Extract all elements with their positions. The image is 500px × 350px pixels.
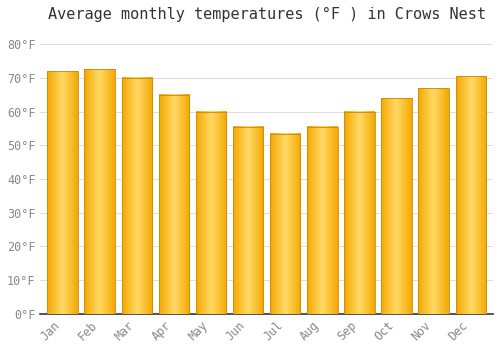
Bar — [84, 69, 115, 314]
Bar — [196, 112, 226, 314]
Title: Average monthly temperatures (°F ) in Crows Nest: Average monthly temperatures (°F ) in Cr… — [48, 7, 486, 22]
Bar — [233, 127, 264, 314]
Bar — [382, 98, 412, 314]
Bar — [158, 95, 189, 314]
Bar — [456, 76, 486, 314]
Bar — [307, 127, 338, 314]
Bar — [270, 133, 300, 314]
Bar — [344, 112, 374, 314]
Bar — [48, 71, 78, 314]
Bar — [122, 78, 152, 314]
Bar — [418, 88, 449, 314]
